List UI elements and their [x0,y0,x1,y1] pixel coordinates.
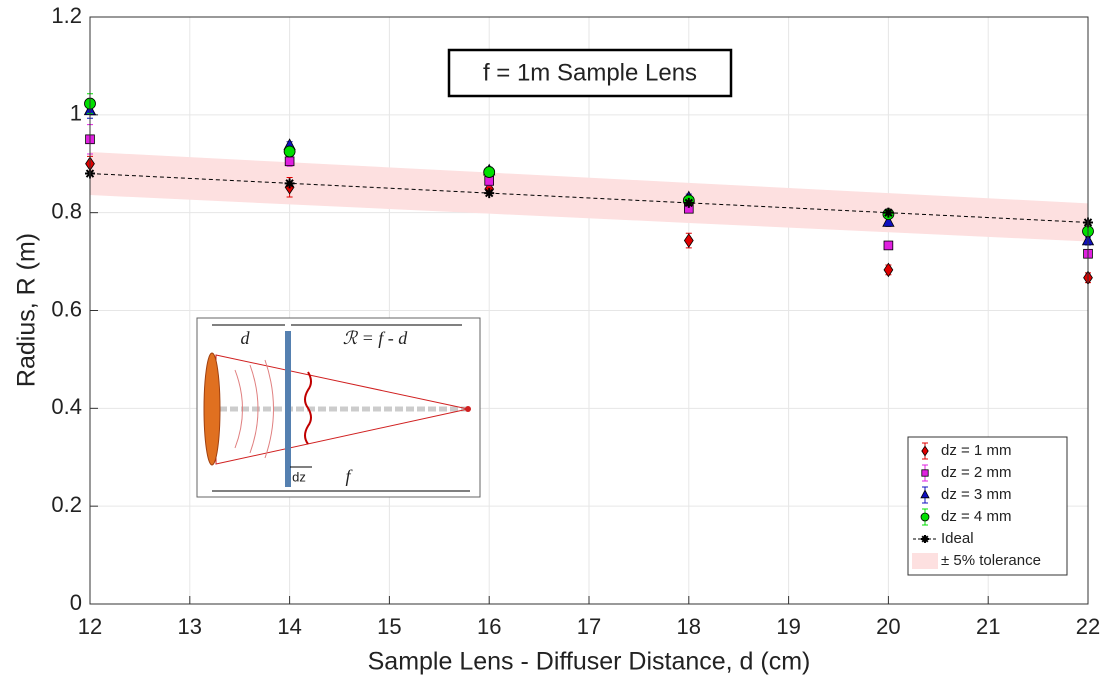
marker [883,207,894,218]
marker [284,156,295,167]
marker [921,445,929,457]
legend-label: dz = 1 mm [941,442,1011,459]
focus [465,406,471,412]
x-tick-label: 21 [976,614,1000,639]
marker [882,214,895,227]
x-axis-label: Sample Lens - Diffuser Distance, d (cm) [368,648,811,676]
marker [483,166,496,178]
y-tick-label: 1 [70,101,82,126]
wavefront [304,371,312,445]
inset-label: dz [292,469,306,484]
wavefronts [234,359,274,459]
legend-label: dz = 2 mm [941,464,1011,481]
annotation-box [447,48,733,98]
marker [921,535,929,543]
inset-label: f [345,466,353,486]
legend: dz = 1 mm dz = 2 mm dz = 3 mm dz = 4 mm Idea… [907,436,1068,576]
y-axis-label: Radius, R (m) [13,233,41,387]
x-tick-label: 15 [377,614,401,639]
x-tick-label: 13 [178,614,202,639]
inset-frame [196,317,481,498]
x-tick-label: 12 [78,614,102,639]
x-tick-label: 22 [1076,614,1100,639]
marker [920,512,930,522]
x-tick-label: 14 [277,614,301,639]
legend-label: ± 5% tolerance [941,552,1041,569]
marker [284,178,295,189]
annotation: f = 1m Sample Lens [483,59,697,86]
plot-frame [89,16,1089,605]
legend-label: Ideal [941,530,974,547]
marker [683,233,694,248]
y-tick-label: 0.2 [51,492,82,517]
y-tick-label: 0.6 [51,296,82,321]
marker [921,469,929,477]
legend-label: dz = 4 mm [941,508,1011,525]
y-tick-label: 1.2 [51,3,82,28]
x-tick-label: 17 [577,614,601,639]
inset-label: d [241,328,251,348]
inset: d ℛ = f - d dz f [196,317,481,498]
legend-swatch [912,553,938,569]
marker [683,197,694,208]
y-tick-label: 0.4 [51,394,82,419]
legend-box [907,436,1068,576]
lens [203,352,221,466]
y-tick-label: 0 [70,590,82,615]
marker [484,188,495,199]
diffuser [285,331,291,487]
x-tick-label: 16 [477,614,501,639]
x-tick-label: 19 [776,614,800,639]
marker [920,489,930,499]
ideal-line [89,173,1089,223]
x-tick-label: 18 [677,614,701,639]
marker [883,262,894,278]
marker [283,145,296,158]
marker [883,240,894,251]
inset-label: ℛ = f - d [343,328,409,348]
legend-label: dz = 3 mm [941,486,1011,503]
x-tick-label: 20 [876,614,900,639]
tolerance-band [90,152,1088,242]
y-tick-label: 0.8 [51,198,82,223]
